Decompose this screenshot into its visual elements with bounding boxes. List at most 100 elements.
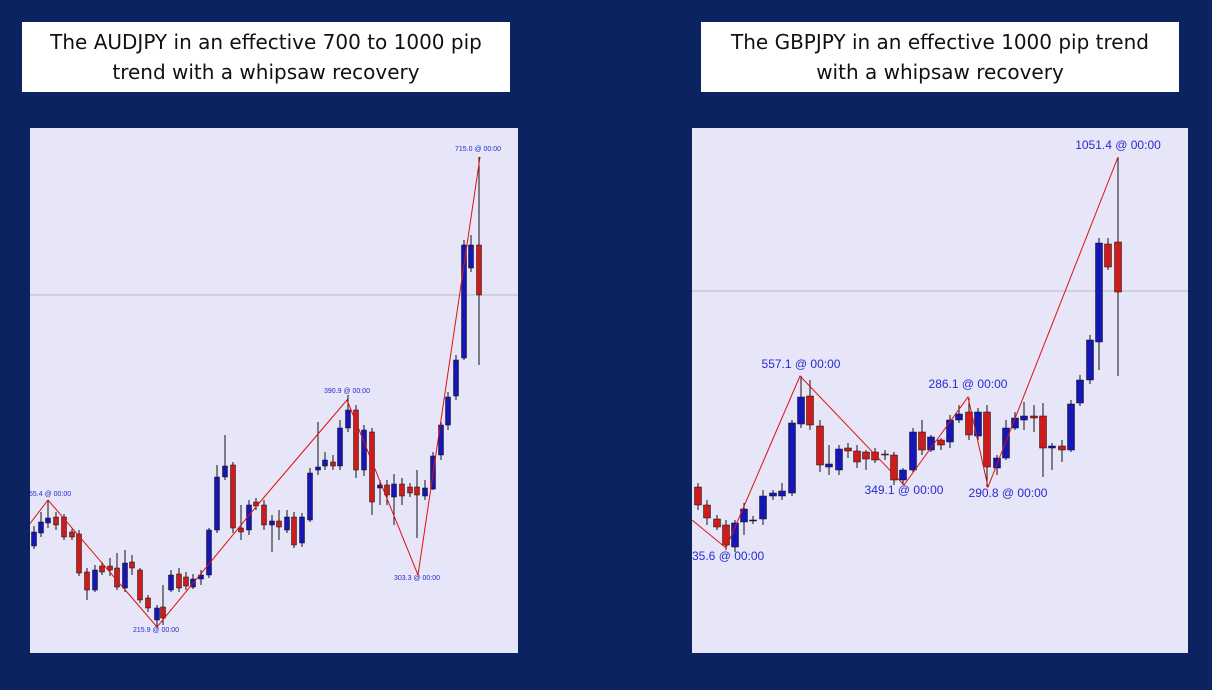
zigzag-label: 557.1 @ 00:00 [762, 357, 841, 371]
candle-body [909, 431, 917, 471]
candle-body [1048, 445, 1056, 449]
zigzag [30, 156, 481, 628]
candle-body [1076, 379, 1084, 404]
candle-body [154, 607, 160, 621]
candle-body [694, 486, 702, 506]
candle-body [468, 244, 474, 269]
candle-body [307, 472, 313, 521]
candle-body [353, 409, 359, 471]
candle-body [844, 447, 852, 452]
zigzag-label: 1051.4 @ 00:00 [1075, 138, 1161, 152]
candle-body [461, 244, 467, 359]
candle-body [269, 520, 275, 526]
candle-body [299, 516, 305, 544]
candle-body [107, 565, 113, 571]
candle-body [825, 463, 833, 468]
candle-body [445, 396, 451, 426]
candle-body [84, 571, 90, 591]
candle-body [261, 504, 267, 526]
chart-area [30, 128, 518, 653]
candle-body [476, 244, 482, 296]
candle-body [835, 448, 843, 471]
candle-body [890, 454, 898, 481]
zigzag-label: 286.1 @ 00:00 [929, 377, 1008, 391]
candle-body [862, 451, 870, 460]
candle-body [422, 487, 428, 497]
candle-body [703, 504, 711, 519]
candle-body [53, 516, 59, 526]
candle-body [1030, 415, 1038, 419]
candle-body [291, 516, 297, 546]
candle-body [315, 466, 321, 471]
candle-body [453, 359, 459, 397]
candle-body [69, 531, 75, 538]
candle-body [853, 450, 861, 463]
candle-body [1067, 403, 1075, 451]
candle-body [407, 486, 413, 494]
candle-body [38, 521, 44, 534]
candle-body [414, 486, 420, 496]
candle-body [1104, 243, 1112, 268]
candle-body [955, 413, 963, 421]
candle-body [788, 422, 796, 494]
candle-body [92, 569, 98, 591]
candle-body [145, 597, 151, 609]
zigzag [692, 156, 1119, 549]
candle-body [816, 425, 824, 466]
candle-body [749, 519, 757, 522]
candle-body [31, 531, 37, 547]
candle-body [806, 395, 814, 426]
candle-body [881, 453, 889, 456]
candle-body [330, 461, 336, 467]
candle-body [76, 533, 82, 574]
candle-body [722, 524, 730, 546]
candle-body [99, 565, 105, 573]
candle-body [983, 411, 991, 468]
candle-body [129, 561, 135, 569]
zigzag-label: 290.8 @ 00:00 [969, 486, 1048, 500]
candle-body [899, 469, 907, 481]
candle-body [238, 527, 244, 533]
candle-body [122, 562, 128, 589]
candle-body [168, 574, 174, 591]
candle-body [1002, 427, 1010, 459]
candle-body [399, 483, 405, 497]
candle-body [230, 464, 236, 529]
candle-body [284, 516, 290, 531]
zigzag-label: 35.6 @ 00:00 [692, 549, 765, 563]
zigzag-label: 715.0 @ 00:00 [455, 146, 501, 153]
candle-body [322, 459, 328, 467]
candle-body [769, 492, 777, 497]
candle-body [160, 606, 166, 619]
panel-title: The AUDJPY in an effective 700 to 1000 p… [22, 22, 510, 92]
candle-body [246, 504, 252, 531]
candle-body [1058, 445, 1066, 451]
candle-body [937, 439, 945, 446]
zigzag-label: 349.1 @ 00:00 [865, 483, 944, 497]
candle-body [361, 429, 367, 471]
candle-body [1039, 415, 1047, 449]
candle-body [45, 517, 51, 524]
candle-body [345, 409, 351, 429]
zigzag-label: 303.3 @ 00:00 [394, 575, 440, 582]
candle-body [1114, 241, 1122, 293]
candle-body [1020, 415, 1028, 421]
candle-body [276, 520, 282, 528]
candle-body [946, 419, 954, 443]
zigzag-label: 215.9 @ 00:00 [133, 627, 179, 634]
candle-body [778, 490, 786, 497]
candle-body [759, 495, 767, 520]
candle-body [183, 576, 189, 587]
candle-body [214, 476, 220, 531]
candle-body [222, 465, 228, 478]
candle-body [1095, 242, 1103, 343]
candle-body [137, 569, 143, 601]
candle-body [384, 484, 390, 496]
zigzag-label: 390.9 @ 00:00 [324, 388, 370, 395]
candle-body [713, 518, 721, 528]
candle-body [871, 451, 879, 461]
candle-body [965, 411, 973, 436]
candle-body [391, 483, 397, 498]
